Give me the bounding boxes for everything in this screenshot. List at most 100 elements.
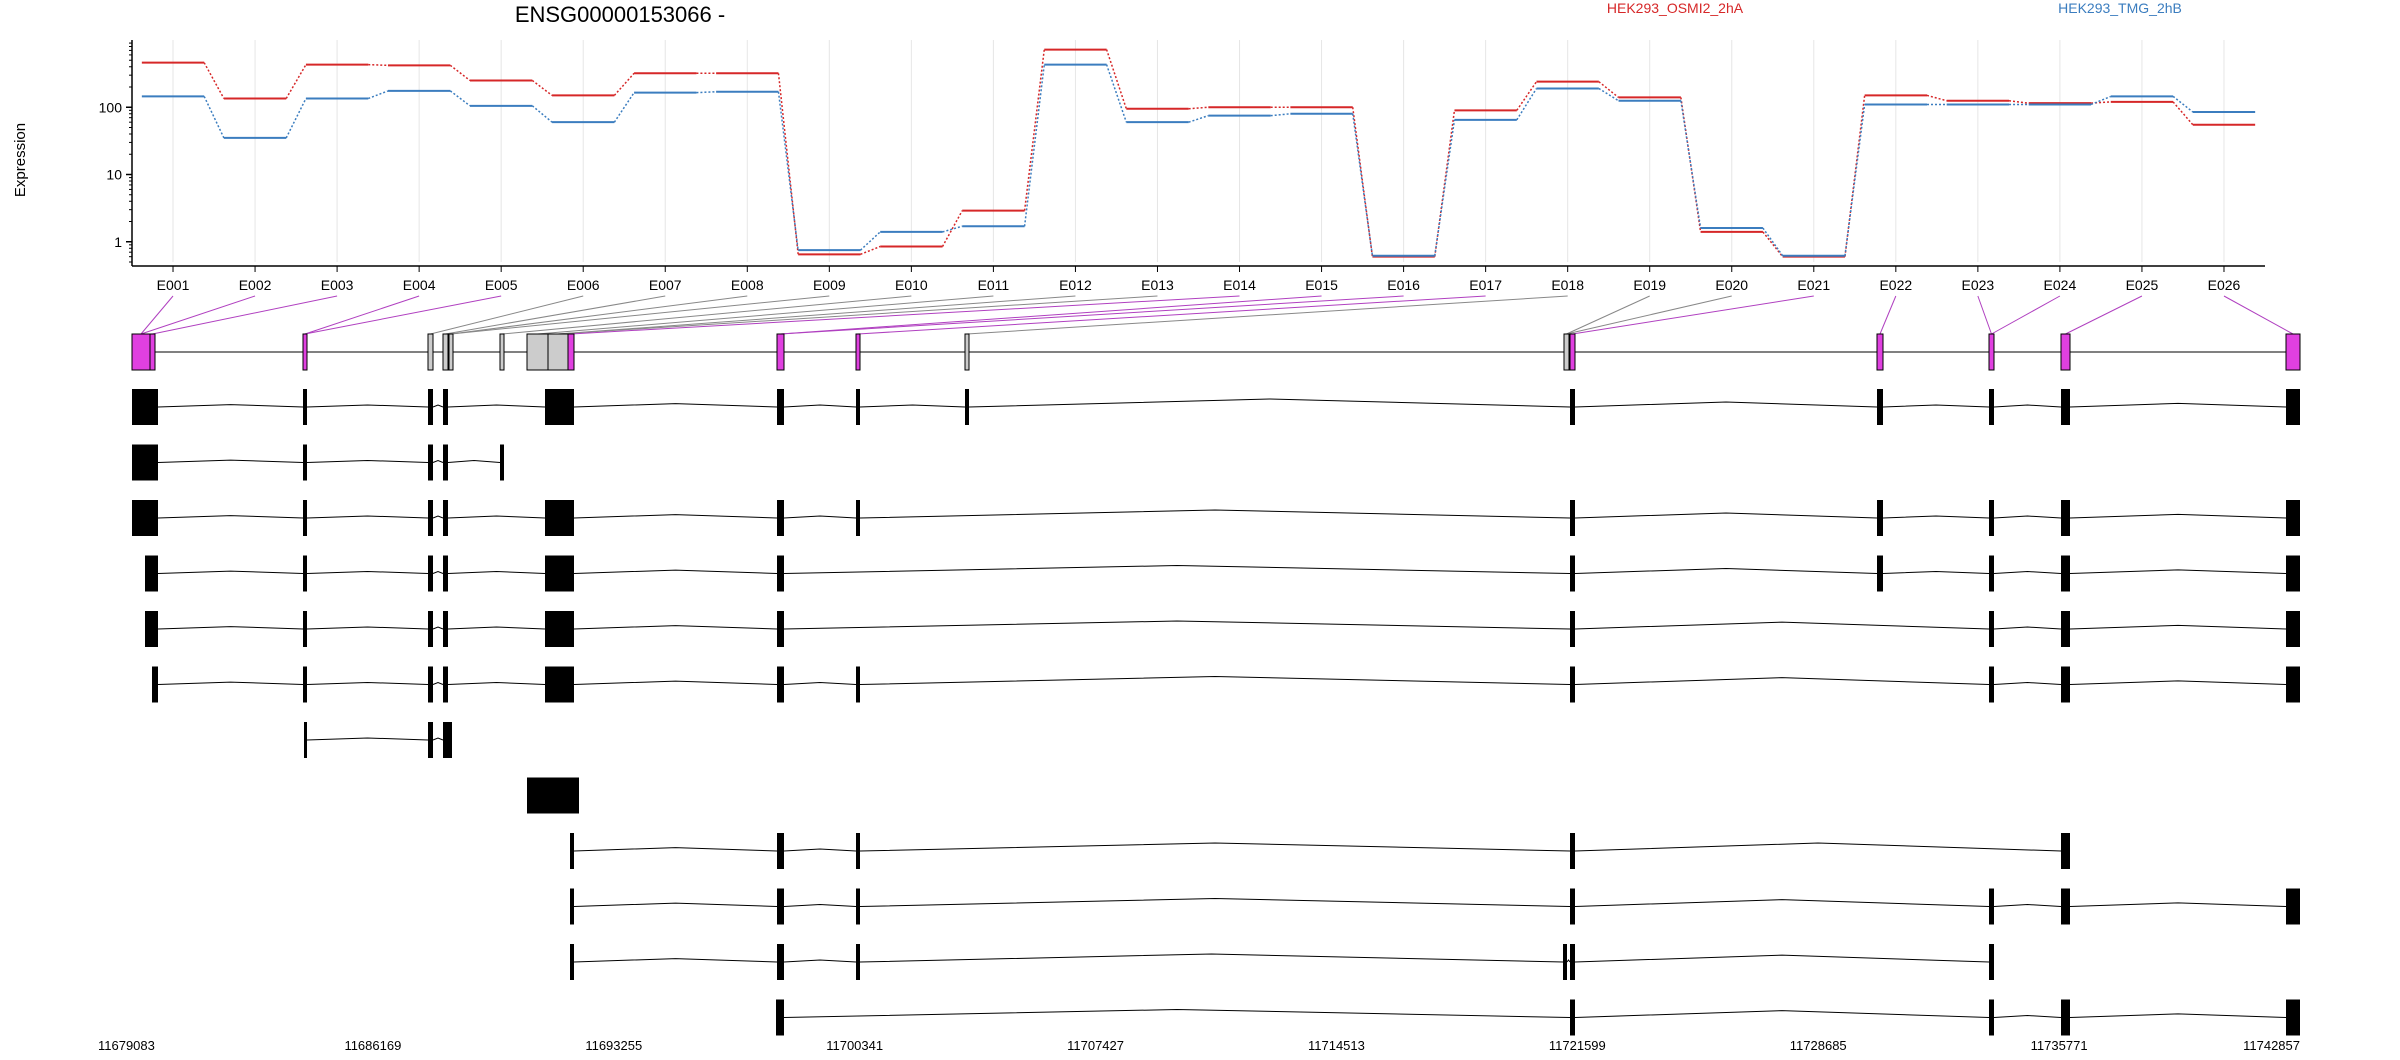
mapping-line-E005 <box>304 295 502 335</box>
transcript-intron <box>1574 954 1990 963</box>
x-tick-label-E017: E017 <box>1469 277 1502 293</box>
mapping-line-E025 <box>2065 295 2143 335</box>
transcript-exon <box>776 999 784 1036</box>
genomic-coordinate-label: 11700341 <box>826 1038 883 1053</box>
transcript-intron <box>1993 681 2062 685</box>
mapping-line-E009 <box>450 295 830 335</box>
transcript-exon <box>545 500 574 536</box>
series-1-connector <box>2172 101 2194 126</box>
transcript-11 <box>570 944 1994 980</box>
series-2-connector <box>285 98 307 139</box>
series-1-connector <box>1680 97 1702 233</box>
transcript-exon <box>2286 999 2300 1036</box>
series-2-connector <box>613 92 635 123</box>
x-tick-label-E001: E001 <box>157 277 190 293</box>
mapping-line-E015 <box>780 295 1322 335</box>
series-2-connector <box>1516 88 1538 121</box>
mapping-line-E010 <box>501 295 912 335</box>
axes: 1 10 100 E001 E002 E003 E004 E005 E006 E007 E008 E0… <box>99 40 2265 293</box>
series-1-connector <box>285 64 307 99</box>
collapsed-exon <box>547 333 569 371</box>
series-2-connector <box>449 90 471 107</box>
mapping-line-E019 <box>1566 295 1650 335</box>
x-tick-label-E013: E013 <box>1141 277 1174 293</box>
transcript-1 <box>132 389 2300 425</box>
mapping-line-E022 <box>1879 295 1897 335</box>
transcript-intron <box>157 681 304 685</box>
transcript-exon <box>428 666 433 703</box>
transcript-12 <box>776 999 2300 1036</box>
transcript-exon <box>856 888 860 925</box>
x-tick-label-E011: E011 <box>978 277 1010 293</box>
transcript-exon <box>2286 555 2300 592</box>
transcript-intron <box>573 403 778 408</box>
transcript-exon <box>856 944 860 980</box>
transcript-intron <box>2069 1013 2287 1018</box>
collapsed-exon <box>855 333 861 371</box>
transcript-intron <box>432 404 444 408</box>
transcript-intron <box>783 620 1571 630</box>
transcript-exon <box>2286 666 2300 703</box>
mapping-line-E012 <box>557 295 1076 335</box>
series-2-connector <box>2090 95 2112 106</box>
transcript-intron <box>157 404 304 408</box>
transcript-intron <box>1993 626 2062 630</box>
mapping-line-E020 <box>1566 295 1732 335</box>
collapsed-exon <box>499 333 505 371</box>
series-layer <box>141 48 2256 258</box>
series-1-connector <box>1351 107 1374 257</box>
transcript-intron <box>1566 959 1571 963</box>
series-1-connector <box>613 72 635 96</box>
transcript-7 <box>304 722 452 758</box>
x-tick-label-E012: E012 <box>1059 277 1092 293</box>
series-1-connector <box>1188 106 1209 110</box>
series-2-connector <box>859 231 881 251</box>
transcript-intron <box>1993 903 2062 907</box>
series-2-connector <box>1434 119 1456 256</box>
transcript-exon <box>856 833 860 869</box>
x-tick-label-E009: E009 <box>813 277 846 293</box>
transcript-intron <box>447 626 546 630</box>
transcript-exon <box>2286 611 2300 647</box>
collapsed-exon <box>776 333 785 371</box>
transcript-intron <box>157 459 304 463</box>
transcript-intron <box>447 459 501 463</box>
mapping-line-E026 <box>2223 295 2294 335</box>
transcript-6 <box>152 666 2300 703</box>
transcript-exon <box>527 777 579 814</box>
exon-mapping-lines <box>140 295 2294 335</box>
x-tick-label-E024: E024 <box>2044 277 2077 293</box>
series-2-connector <box>2172 95 2194 113</box>
transcript-intron <box>859 675 1571 685</box>
x-tick-label-E021: E021 <box>1797 277 1830 293</box>
transcript-intron <box>306 404 429 408</box>
transcript-exon <box>777 833 784 869</box>
series-2-connector <box>531 105 553 123</box>
transcript-intron <box>306 570 429 574</box>
transcript-exon <box>856 666 860 703</box>
transcript-intron <box>1882 515 1990 519</box>
x-tick-label-E014: E014 <box>1223 277 1256 293</box>
transcript-exon <box>443 666 448 703</box>
transcript-intron <box>573 847 778 852</box>
transcript-exon <box>428 389 433 425</box>
transcript-exon <box>428 444 433 481</box>
transcript-exon <box>303 444 307 481</box>
transcript-intron <box>1574 677 1990 685</box>
mapping-line-E006 <box>430 295 584 335</box>
x-tick-label-E005: E005 <box>485 277 518 293</box>
genomic-coordinate-label: 11735771 <box>2031 1038 2088 1053</box>
transcript-exon <box>777 555 784 592</box>
series-1-connector <box>2008 99 2029 104</box>
x-tick-label-E010: E010 <box>895 277 928 293</box>
transcript-exon <box>2061 888 2070 925</box>
mapping-line-E024 <box>1991 295 2061 335</box>
transcript-exon <box>1570 888 1575 925</box>
transcript-intron <box>432 570 444 574</box>
transcript-intron <box>859 842 1571 852</box>
transcript-intron <box>432 626 444 630</box>
transcript-exon <box>1570 833 1575 869</box>
transcript-intron <box>2069 680 2287 685</box>
transcript-intron <box>1574 842 2062 852</box>
series-2-connector <box>777 91 799 251</box>
